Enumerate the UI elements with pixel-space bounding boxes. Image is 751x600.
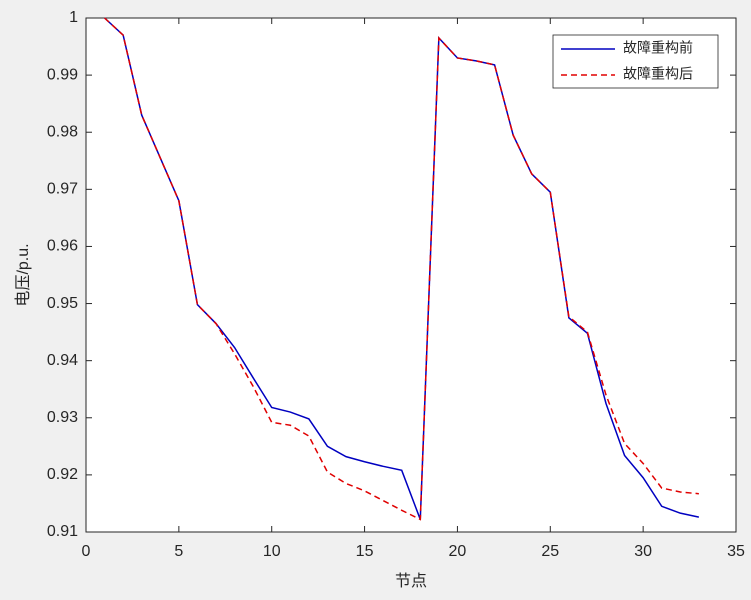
plot-area (86, 18, 736, 532)
x-tick-label: 20 (449, 543, 467, 560)
legend-label: 故障重构后 (623, 66, 693, 82)
x-tick-label: 0 (82, 543, 91, 560)
x-tick-label: 30 (634, 543, 652, 560)
x-tick-label: 10 (263, 543, 281, 560)
y-tick-label: 0.97 (47, 181, 78, 198)
x-tick-label: 25 (541, 543, 559, 560)
y-tick-label: 0.94 (47, 352, 78, 369)
axes-box (85, 17, 737, 533)
y-tick-label: 0.95 (47, 295, 78, 312)
y-tick-label: 0.96 (47, 238, 78, 255)
legend-box (552, 34, 719, 89)
y-tick-label: 0.99 (47, 66, 78, 83)
x-tick-label: 35 (727, 543, 745, 560)
y-tick-label: 0.92 (47, 466, 78, 483)
x-axis-label: 节点 (395, 572, 427, 590)
x-tick-label: 15 (356, 543, 374, 560)
y-axis-label: 电压/p.u. (14, 243, 32, 306)
y-tick-label: 0.91 (47, 523, 78, 540)
y-tick-label: 1 (69, 9, 78, 26)
legend-label: 故障重构前 (623, 40, 693, 56)
x-tick-label: 5 (174, 543, 183, 560)
line (104, 17, 699, 521)
y-tick-label: 0.98 (47, 123, 78, 140)
y-tick-label: 0.93 (47, 409, 78, 426)
